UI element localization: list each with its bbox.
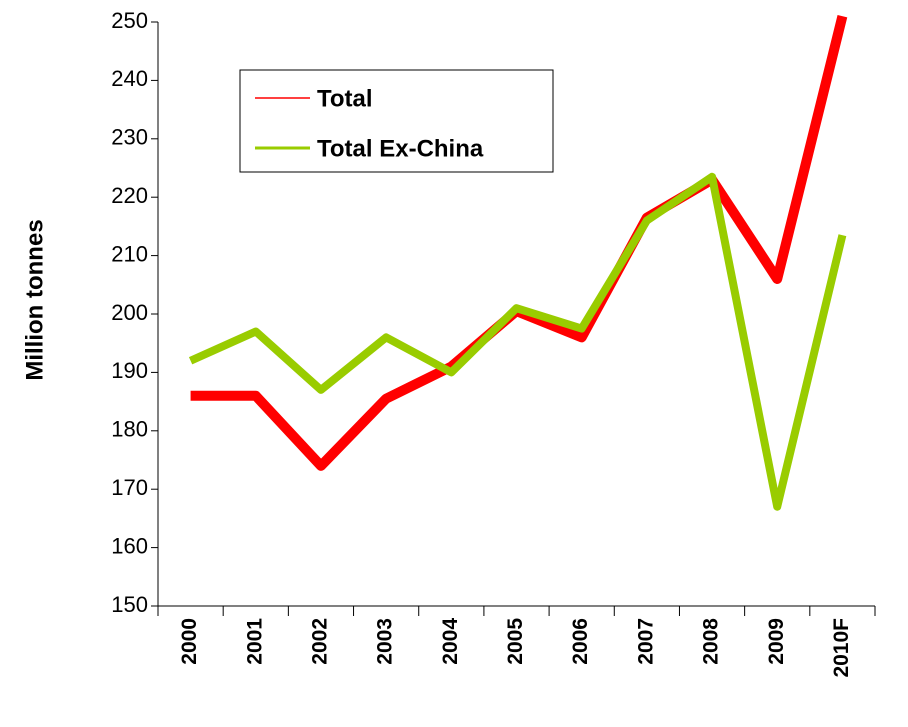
legend-box: [239, 69, 554, 173]
series-line: [188, 172, 847, 511]
x-tick-label: 2004: [439, 618, 462, 665]
x-tick-label: 2010F: [830, 618, 853, 678]
x-tick-label: 2007: [634, 618, 657, 665]
x-tick-label: 2001: [243, 618, 266, 665]
x-tick-label: 2009: [765, 618, 788, 665]
x-tick-label: 2002: [309, 618, 332, 665]
x-tick-label: 2000: [178, 618, 201, 665]
y-tick-label: 210: [111, 241, 148, 266]
x-tick-label: 2005: [504, 618, 527, 665]
y-tick-label: 150: [111, 592, 148, 617]
x-tick-label: 2008: [700, 618, 723, 665]
y-tick-label: 250: [111, 8, 148, 33]
y-axis-label: Million tonnes: [21, 219, 48, 380]
legend-label: Total Ex-China: [317, 135, 484, 162]
x-tick-label: 2006: [569, 618, 592, 665]
y-tick-label: 220: [111, 183, 148, 208]
legend-label: Total: [317, 85, 373, 112]
y-tick-label: 200: [111, 300, 148, 325]
y-tick-label: 160: [111, 533, 148, 558]
y-tick-label: 180: [111, 417, 148, 442]
y-tick-label: 190: [111, 358, 148, 383]
y-tick-label: 240: [111, 66, 148, 91]
y-tick-label: 230: [111, 125, 148, 150]
y-tick-label: 170: [111, 475, 148, 500]
x-tick-label: 2003: [374, 618, 397, 665]
